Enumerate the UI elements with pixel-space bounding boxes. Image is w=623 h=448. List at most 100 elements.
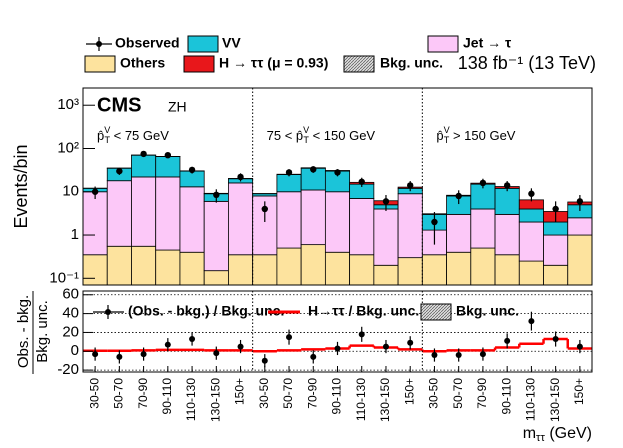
- data-point: [576, 343, 583, 350]
- text-part: T: [444, 135, 450, 145]
- data-point: [91, 188, 99, 195]
- stack-segment: [349, 254, 375, 286]
- data-point: [358, 178, 365, 185]
- data-point: [310, 353, 317, 360]
- text-part: ττ: [536, 432, 545, 444]
- legend-label: H→ττ / Bkg. unc.: [308, 303, 419, 319]
- stack-segment: [543, 264, 569, 286]
- data-point: [140, 150, 147, 158]
- stack-segment: [252, 254, 278, 286]
- data-point: [286, 334, 293, 341]
- x-tick-label: 50-70: [451, 378, 465, 409]
- data-point: [455, 192, 462, 200]
- channel-label: ZH: [168, 99, 187, 115]
- stack-segment: [518, 221, 544, 262]
- y-tick-label: 60: [62, 286, 79, 303]
- legend-swatch: [420, 303, 452, 321]
- plot-frame: [82, 87, 593, 286]
- x-tick-label: 110-130: [184, 378, 198, 421]
- y-tick-label: 0: [71, 342, 79, 359]
- legend-swatch: [343, 55, 375, 73]
- data-point: [213, 350, 220, 357]
- x-tick-label: 90-110: [160, 378, 174, 415]
- rich-text: p̂V T > 150 GeV: [436, 125, 515, 145]
- data-point: [528, 190, 535, 197]
- stack-segment: [106, 245, 132, 286]
- text-part: V: [104, 125, 111, 135]
- data-point: [213, 191, 220, 199]
- data-point: [237, 343, 244, 350]
- stack-segment: [82, 191, 108, 256]
- data-point: [504, 337, 511, 344]
- x-tick-label: 110-130: [524, 378, 538, 421]
- legend-swatch: [427, 35, 459, 53]
- data-point: [285, 169, 293, 176]
- y-tick-label: 10³: [57, 96, 79, 113]
- x-tick-label: 70-90: [475, 378, 489, 409]
- y-tick-label: 1: [71, 226, 79, 243]
- y-tick-label: 40: [62, 305, 79, 322]
- x-tick-label: 130-150: [548, 378, 562, 422]
- data-point: [431, 218, 438, 226]
- stack-segment: [567, 217, 593, 236]
- text-part: < 75 GeV: [110, 128, 169, 143]
- data-point: [455, 352, 462, 359]
- stack-segment: [228, 254, 254, 286]
- legend-marker: [96, 41, 102, 47]
- x-tick-label: 30-50: [257, 378, 271, 409]
- data-point: [164, 341, 171, 348]
- stack-segment: [543, 234, 569, 266]
- data-point: [576, 198, 584, 205]
- stack-segment: [203, 270, 229, 286]
- legend-swatch: [183, 55, 215, 73]
- data-point: [116, 353, 123, 360]
- legend-label: (Obs. - bkg.) / Bkg. unc.: [128, 303, 284, 319]
- data-point: [479, 179, 487, 187]
- stack-segment: [494, 187, 520, 215]
- data-point: [358, 331, 365, 338]
- legend-marker: [105, 309, 111, 315]
- data-point: [261, 357, 268, 364]
- x-tick-label: 90-110: [499, 378, 513, 415]
- stack-segment: [373, 264, 399, 286]
- data-point: [261, 205, 268, 213]
- stack-segment: [131, 245, 157, 286]
- stack-segment: [179, 186, 205, 253]
- stack-segment: [397, 193, 423, 259]
- legend-label: Bkg. unc.: [456, 303, 519, 319]
- stack-segment: [349, 198, 375, 256]
- stack-segment: [518, 208, 544, 223]
- stack-segment: [446, 213, 472, 253]
- data-point: [382, 343, 389, 350]
- text-part: T: [104, 135, 110, 145]
- stack-segment: [276, 247, 302, 286]
- text-part: m: [523, 425, 536, 442]
- y-axis-label: Obs. - bkg.: [15, 295, 32, 368]
- text-part: p̂: [97, 128, 104, 143]
- x-tick-label: 130-150: [208, 378, 222, 422]
- stack-segment: [155, 249, 181, 286]
- text-part: 75 < p̂: [267, 128, 304, 143]
- stack-segment: [106, 180, 132, 247]
- stack-segment: [131, 176, 157, 247]
- data-point: [189, 336, 196, 343]
- stack-segment: [82, 254, 108, 286]
- stack-segment: [470, 247, 496, 286]
- legend-swatch: [84, 55, 116, 73]
- text-part: V: [303, 125, 310, 135]
- legend-label: H → ττ (μ = 0.93): [219, 55, 328, 71]
- y-axis-label: Bkg. unc.: [34, 300, 51, 363]
- x-tick-label: 30-50: [427, 378, 441, 409]
- x-tick-label: 130-150: [378, 378, 392, 422]
- x-tick-label: 150+: [402, 378, 416, 405]
- y-tick-label: -20: [57, 361, 79, 378]
- stack-segment: [300, 244, 326, 286]
- x-tick-label: 50-70: [112, 378, 126, 409]
- data-point: [503, 182, 511, 189]
- x-tick-label: 150+: [233, 378, 247, 405]
- data-point: [431, 352, 438, 359]
- stack-segment: [421, 254, 447, 286]
- data-point: [552, 336, 559, 343]
- data-point: [188, 166, 196, 174]
